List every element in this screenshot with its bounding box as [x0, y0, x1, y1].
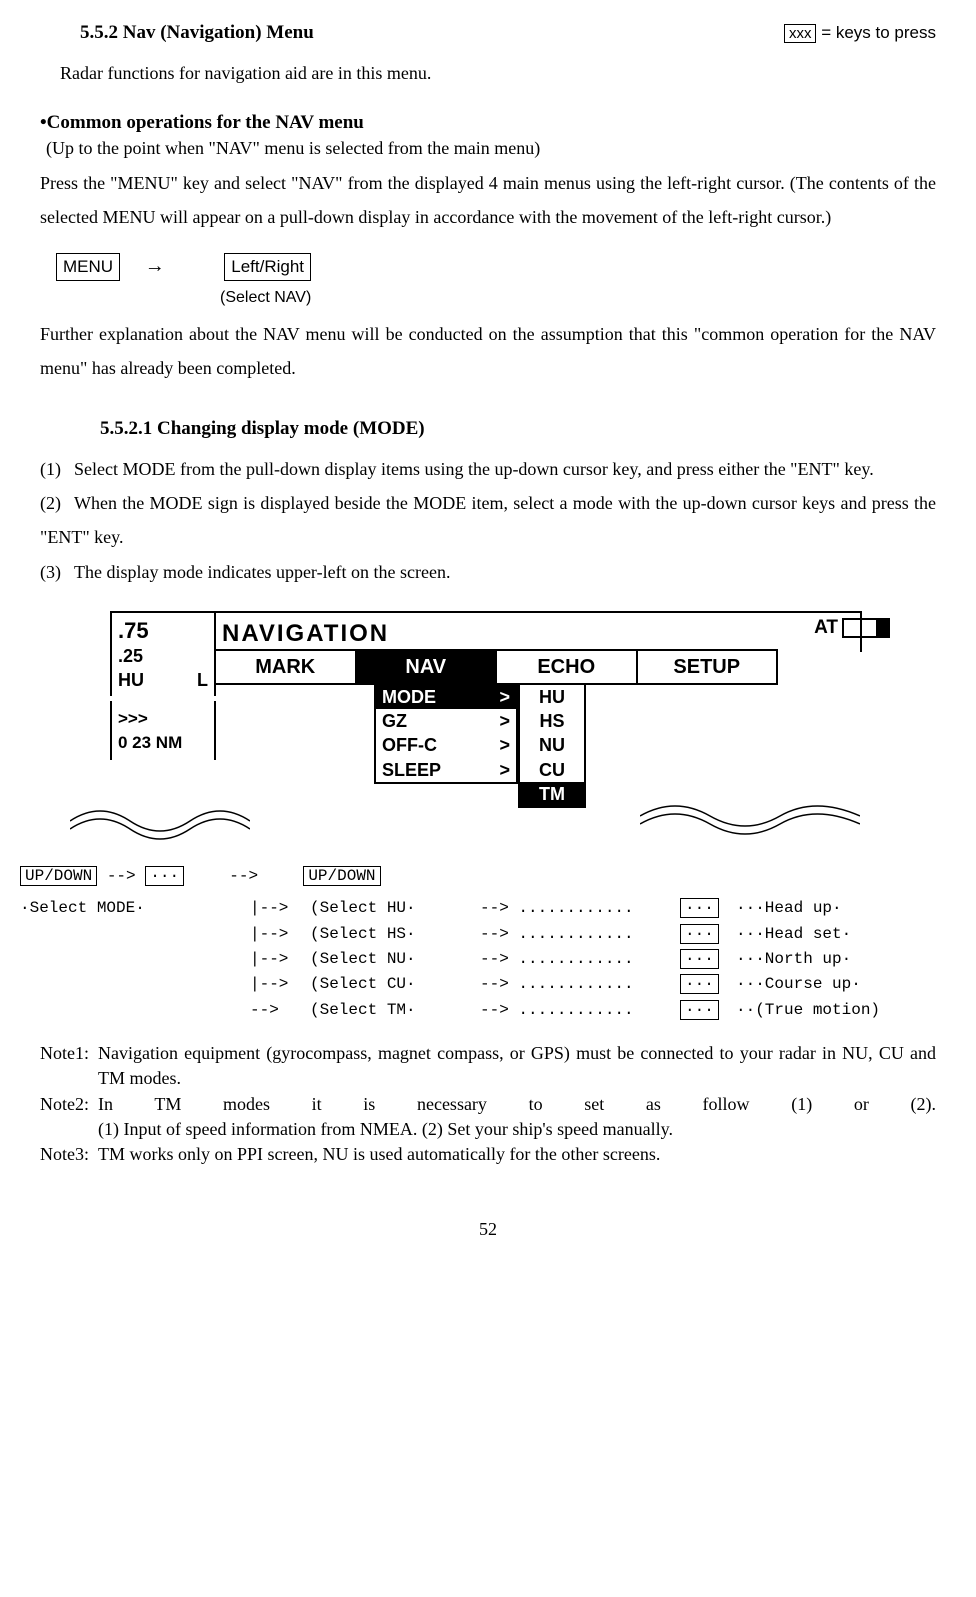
common-ops-para2: Further explanation about the NAV menu w…	[40, 317, 936, 385]
intro-text: Radar functions for navigation aid are i…	[60, 61, 936, 86]
hu-label: HU	[118, 669, 144, 692]
range-panel: .75 .25 HU L	[110, 611, 216, 696]
note-body: Navigation equipment (gyrocompass, magne…	[98, 1041, 936, 1091]
range-val-1: .75	[118, 617, 208, 646]
updown-key: UP/DOWN	[303, 866, 380, 886]
legend-text: = keys to press	[821, 23, 936, 42]
menu-key: MENU	[56, 253, 120, 281]
pulldown-item-mode: MODE>	[376, 685, 516, 709]
flow-diagram: UP/DOWN --> ··· --> UP/DOWN ·Select MODE…	[20, 865, 936, 1021]
range-panel-2: >>> 0 23 NM	[110, 701, 216, 761]
subsection-heading: 5.5.2.1 Changing display mode (MODE)	[100, 416, 936, 443]
common-ops-heading: •Common operations for the NAV menu	[40, 110, 936, 137]
leftright-key: Left/Right	[224, 253, 311, 281]
pulldown-menu: MODE>GZ>OFF-C>SLEEP>	[374, 683, 518, 784]
wave-decor-left	[70, 801, 250, 841]
submenu-item-nu: NU	[520, 733, 584, 757]
page-number: 52	[40, 1217, 936, 1242]
flow-row: |-->(Select CU·--> ............··· ···Co…	[20, 973, 936, 995]
mode-submenu: HUHSNUCUTM	[518, 683, 586, 808]
keys-legend: xxx = keys to press	[784, 21, 936, 45]
common-ops-para: Press the "MENU" key and select "NAV" fr…	[40, 166, 936, 234]
note-sub: (1) Input of speed information from NMEA…	[98, 1117, 936, 1142]
step-list: (1)Select MODE from the pull-down displa…	[40, 452, 936, 589]
flow-arrow: -->	[229, 867, 258, 885]
common-ops-sub: (Up to the point when "NAV" menu is sele…	[46, 136, 936, 161]
key-sequence: MENU → Left/Right	[56, 252, 936, 281]
flow-arrow: -->	[107, 867, 136, 885]
tab-nav: NAV	[357, 651, 498, 683]
submenu-item-cu: CU	[520, 758, 584, 782]
submenu-item-hu: HU	[520, 685, 584, 709]
legend-box: xxx	[784, 24, 817, 43]
pulldown-item-off-c: OFF-C>	[376, 733, 516, 757]
submenu-item-hs: HS	[520, 709, 584, 733]
at-label: AT	[814, 615, 838, 642]
step-num: (2)	[40, 486, 74, 520]
l-label: L	[197, 669, 208, 692]
updown-key: UP/DOWN	[20, 866, 97, 886]
select-nav-note: (Select NAV)	[220, 287, 936, 309]
ent-key: ···	[145, 866, 184, 886]
at-indicator: AT	[814, 615, 890, 642]
range-val-2: .25	[118, 645, 208, 668]
menu-diagram: .75 .25 HU L >>> 0 23 NM NAVIGATION AT MA…	[110, 611, 890, 851]
arrow-icon: →	[145, 255, 165, 277]
tab-setup: SETUP	[638, 651, 777, 683]
note-body: In TM modes it is necessary to set as fo…	[98, 1092, 936, 1117]
step-text: Select MODE from the pull-down display i…	[74, 459, 874, 479]
submenu-item-tm: TM	[520, 782, 584, 806]
dist-label: 0 23 NM	[118, 731, 208, 755]
flow-row: |-->(Select HS·--> ............··· ···He…	[20, 923, 936, 945]
chevrons: >>>	[118, 707, 208, 731]
at-bar-icon	[842, 618, 890, 638]
step-num: (3)	[40, 555, 74, 589]
flow-row: -->(Select TM·--> ............··· ··(Tru…	[20, 999, 936, 1021]
section-heading: 5.5.2 Nav (Navigation) Menu	[80, 20, 314, 47]
step-text: When the MODE sign is displayed beside t…	[40, 493, 936, 547]
note-label: Note3:	[40, 1142, 98, 1167]
flow-top-row: UP/DOWN --> ··· --> UP/DOWN	[20, 865, 936, 887]
flow-row: ·Select MODE·|-->(Select HU·--> ........…	[20, 897, 936, 919]
note-label: Note1:	[40, 1041, 98, 1091]
step-num: (1)	[40, 452, 74, 486]
menu-tabs: MARKNAVECHOSETUP	[214, 649, 778, 685]
pulldown-item-gz: GZ>	[376, 709, 516, 733]
tab-mark: MARK	[216, 651, 357, 683]
note-body: TM works only on PPI screen, NU is used …	[98, 1142, 936, 1167]
pulldown-item-sleep: SLEEP>	[376, 758, 516, 782]
flow-row: |-->(Select NU·--> ............··· ···No…	[20, 948, 936, 970]
wave-decor-right	[640, 796, 860, 836]
nav-title: NAVIGATION	[214, 611, 862, 653]
tab-echo: ECHO	[497, 651, 638, 683]
notes-block: Note1:Navigation equipment (gyrocompass,…	[40, 1041, 936, 1167]
note-label: Note2:	[40, 1092, 98, 1117]
step-text: The display mode indicates upper-left on…	[74, 562, 451, 582]
header-row: 5.5.2 Nav (Navigation) Menu xxx = keys t…	[40, 20, 936, 47]
